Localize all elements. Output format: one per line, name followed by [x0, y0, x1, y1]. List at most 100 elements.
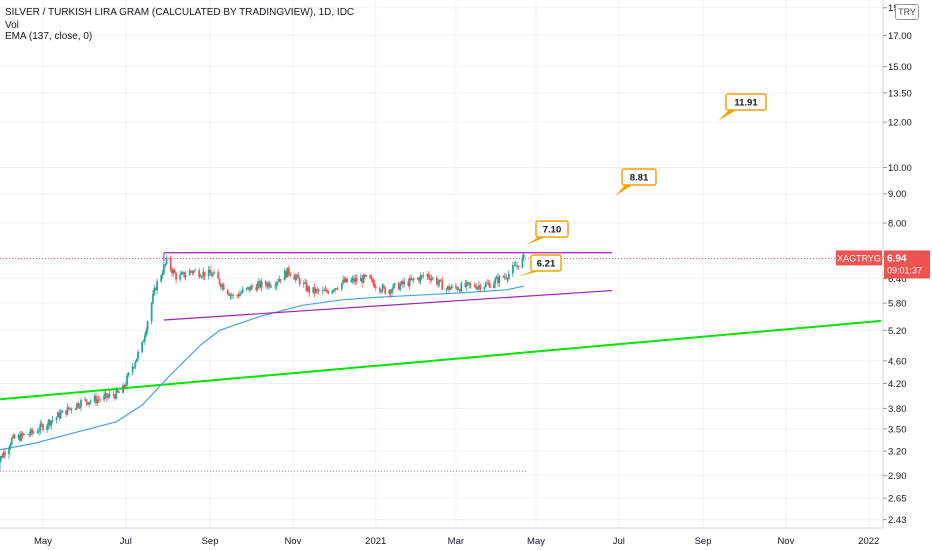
- candle-body: [503, 276, 506, 278]
- candle-body: [10, 438, 13, 445]
- candle: [161, 269, 164, 279]
- symbol-title[interactable]: SILVER / TURKISH LIRA GRAM (CALCULATED B…: [5, 7, 355, 18]
- candle-body: [256, 283, 259, 291]
- candle: [495, 275, 498, 280]
- candle: [503, 272, 506, 280]
- candle: [353, 275, 355, 285]
- candle: [297, 271, 300, 279]
- candle: [8, 445, 10, 459]
- candle-body: [88, 402, 91, 405]
- candle: [61, 409, 63, 413]
- candle-body: [400, 281, 403, 285]
- candle: [476, 285, 479, 291]
- candle-body: [448, 286, 450, 291]
- candle: [20, 431, 23, 442]
- candle: [469, 281, 472, 289]
- candle-body: [184, 275, 187, 278]
- candle-body: [325, 289, 328, 292]
- candle-body: [475, 287, 478, 290]
- candle: [47, 418, 50, 430]
- price-callout: 6.21: [517, 254, 562, 277]
- candle: [228, 292, 230, 297]
- candle-body: [426, 274, 429, 277]
- candle: [127, 372, 130, 377]
- candle-body: [297, 274, 300, 279]
- candle-body: [66, 407, 69, 415]
- candle-body: [270, 286, 273, 288]
- candle-body: [221, 284, 224, 288]
- candle-body: [332, 290, 335, 292]
- price-tick-label: 5.80: [888, 299, 907, 310]
- candle: [226, 289, 229, 296]
- candle: [2, 450, 5, 459]
- candle: [188, 268, 191, 276]
- candle: [107, 393, 110, 400]
- candle-body: [146, 321, 149, 331]
- price-tick-label: 13.50: [888, 88, 912, 99]
- time-tick-label: May: [34, 536, 52, 547]
- candle: [240, 290, 243, 295]
- candle: [179, 270, 182, 282]
- ema-indicator-label[interactable]: EMA (137, close, 0): [5, 31, 93, 42]
- candle: [446, 285, 449, 291]
- candle: [213, 269, 216, 275]
- candle-body: [363, 274, 366, 277]
- candle: [431, 276, 434, 281]
- candle-body: [421, 275, 423, 277]
- candle: [429, 274, 431, 285]
- candle-body: [302, 282, 305, 285]
- price-tick-label: 6.40: [888, 274, 907, 285]
- candle-body: [259, 281, 262, 288]
- candle: [171, 267, 173, 278]
- candle: [312, 287, 315, 295]
- candle: [468, 282, 471, 289]
- candle-body: [218, 278, 221, 285]
- price-tick-label: 8.00: [888, 219, 907, 230]
- candle: [17, 433, 20, 440]
- candle: [268, 280, 271, 289]
- price-callout: 7.10: [526, 220, 569, 245]
- candle-body: [194, 270, 197, 272]
- candle: [279, 279, 282, 284]
- callout-label: 7.10: [543, 225, 562, 236]
- candle-body: [488, 283, 491, 288]
- candle-body: [380, 291, 383, 293]
- candle: [266, 281, 268, 290]
- candle: [169, 255, 172, 272]
- candle: [486, 279, 489, 285]
- volume-indicator-label[interactable]: Vol: [5, 20, 19, 31]
- candle: [484, 281, 487, 288]
- candle: [153, 284, 156, 296]
- candle: [116, 389, 119, 394]
- candle-body: [498, 276, 501, 284]
- candle: [86, 401, 89, 406]
- candle: [440, 278, 442, 281]
- currency-button[interactable]: TRY: [895, 4, 919, 20]
- candle: [173, 268, 176, 274]
- candle: [305, 279, 308, 293]
- candle-body: [135, 358, 138, 363]
- candle-body: [27, 434, 29, 436]
- callout-box: [725, 93, 767, 111]
- candle-body: [118, 392, 120, 394]
- candle: [316, 286, 319, 294]
- candle-body: [142, 341, 145, 342]
- candle: [465, 280, 468, 292]
- candle: [403, 278, 406, 288]
- candle-body: [95, 396, 97, 403]
- candle-body: [59, 412, 62, 419]
- candle-body: [115, 389, 118, 399]
- candle-body: [369, 274, 372, 279]
- candle-body: [264, 281, 267, 285]
- candle-body: [315, 289, 317, 293]
- candle: [175, 271, 177, 284]
- candle: [192, 269, 195, 276]
- candle: [27, 433, 29, 436]
- candle: [123, 384, 126, 390]
- candle: [247, 286, 249, 290]
- candle-body: [38, 430, 40, 432]
- candle: [517, 265, 520, 271]
- symbol-tag-bg: [836, 250, 882, 266]
